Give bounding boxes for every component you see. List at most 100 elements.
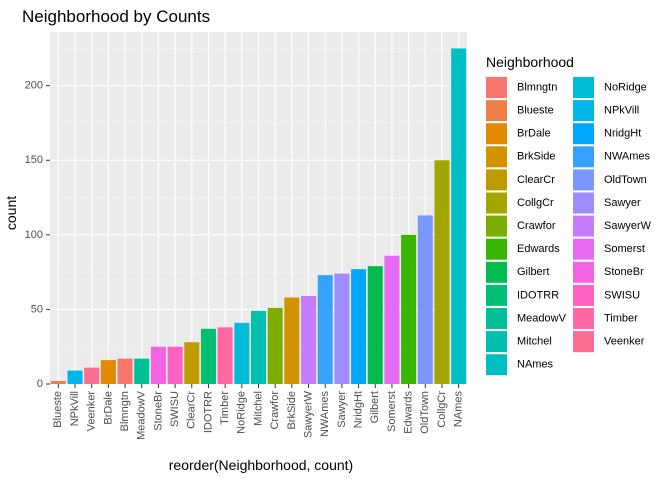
legend-label: BrDale <box>517 128 551 140</box>
legend-label: ClearCr <box>517 174 555 186</box>
x-tick-label: Sawyer <box>336 391 348 428</box>
legend-key-brkside <box>486 146 507 168</box>
chart-title: Neighborhood by Counts <box>22 7 210 26</box>
x-tick-label: Timber <box>219 391 231 425</box>
bar-somerst <box>384 255 400 384</box>
bar-swisu <box>167 346 183 384</box>
legend-label: Veenker <box>604 336 645 348</box>
x-tick-label: CollgCr <box>436 391 448 428</box>
legend-label: Blmngtn <box>517 81 557 93</box>
bar-mitchel <box>250 310 267 384</box>
legend-label: Sawyer <box>604 197 641 209</box>
bars <box>50 48 467 385</box>
x-tick-label: MeadowV <box>136 390 148 440</box>
legend-key-idotrr <box>486 284 507 306</box>
legend-label: CollgCr <box>517 197 554 209</box>
legend-label: StoneBr <box>604 266 644 278</box>
x-tick-label: NAmes <box>453 391 465 428</box>
bar-meadowv <box>134 358 150 384</box>
x-axis-title: reorder(Neighborhood, count) <box>169 457 353 473</box>
legend-label: SawyerW <box>604 220 652 232</box>
x-tick-label: NoRidge <box>236 391 248 434</box>
legend-key-meadowv <box>486 308 507 329</box>
bar-noridge <box>234 322 250 384</box>
legend-label: Timber <box>604 312 638 324</box>
bar-blmngtn <box>117 358 133 384</box>
x-tick-label: Mitchel <box>252 391 264 426</box>
legend-label: OldTown <box>604 174 647 186</box>
legend-label: NridgHt <box>604 128 641 140</box>
legend-key-noridge <box>573 77 594 98</box>
y-tick-label: 50 <box>31 303 43 315</box>
bar-edwards <box>401 234 417 384</box>
y-tick-label: 0 <box>37 378 43 390</box>
legend-label: MeadowV <box>517 312 567 324</box>
legend-key-mitchel <box>486 331 507 353</box>
bar-sawyerw <box>301 296 317 384</box>
bar-oldtown <box>417 215 433 384</box>
legend-label: NoRidge <box>604 81 647 93</box>
x-tick-label: IDOTRR <box>202 391 214 433</box>
bar-brdale <box>100 360 116 384</box>
bar-nwames <box>317 275 333 384</box>
x-tick-label: NPkVill <box>69 391 81 426</box>
bar-veenker <box>84 367 100 384</box>
bar-clearcr <box>184 342 200 384</box>
x-tick-label: Veenker <box>86 391 98 432</box>
legend-label: SWISU <box>604 289 640 301</box>
legend-label: Gilbert <box>517 266 549 278</box>
legend-key-gilbert <box>486 261 507 283</box>
legend-key-nridght <box>573 123 594 145</box>
bar-sawyer <box>334 273 350 384</box>
legend-label: Blueste <box>517 105 554 117</box>
legend-label: NWAmes <box>604 151 651 163</box>
bar-names <box>451 48 467 385</box>
legend-key-somerst <box>573 238 594 260</box>
legend-key-stonebr <box>573 261 594 283</box>
x-axis: Blueste NPkVill Veenker BrDale Blmngtn Meadow… <box>52 384 465 440</box>
legend-key-nwames <box>573 146 594 168</box>
x-tick-label: BrkSide <box>286 391 298 430</box>
legend-key-clearcr <box>486 169 507 191</box>
legend-key-brdale <box>486 123 507 145</box>
x-tick-label: ClearCr <box>186 391 198 429</box>
x-tick-label: Blueste <box>52 391 64 428</box>
legend-label: Somerst <box>604 243 645 255</box>
legend-label: Crawfor <box>517 220 556 232</box>
legend-key-blmngtn <box>486 77 507 98</box>
legend-label: Edwards <box>517 243 560 255</box>
legend-key-swisu <box>573 284 594 306</box>
bar-nridght <box>351 269 367 384</box>
x-tick-label: NWAmes <box>319 391 331 438</box>
legend-key-oldtown <box>573 169 594 191</box>
bar-blueste <box>50 381 66 384</box>
x-tick-label: NridgHt <box>352 391 364 428</box>
x-tick-label: Crawfor <box>269 391 281 430</box>
x-tick-label: Somerst <box>386 391 398 432</box>
bar-collgcr <box>434 160 450 384</box>
legend-key-npkvill <box>573 100 594 122</box>
legend-key-collgcr <box>486 192 507 214</box>
x-tick-label: Gilbert <box>369 391 381 423</box>
legend-key-names <box>486 354 507 376</box>
bar-timber <box>217 327 233 384</box>
bar-idotrr <box>200 328 216 384</box>
bar-brkside <box>284 297 300 384</box>
bar-npkvill <box>67 370 83 384</box>
y-tick-label: 150 <box>25 154 43 166</box>
bar-stonebr <box>150 346 166 384</box>
x-tick-label: SawyerW <box>302 390 314 438</box>
legend-key-veenker <box>573 331 594 353</box>
legend-key-blueste <box>486 100 507 122</box>
bar-crawfor <box>267 307 283 384</box>
legend-key-sawyerw <box>573 215 594 237</box>
legend-key-edwards <box>486 238 507 260</box>
legend-label: BrkSide <box>517 151 556 163</box>
x-tick-label: BrDale <box>102 391 114 425</box>
x-tick-label: StoneBr <box>152 391 164 431</box>
legend-key-timber <box>573 308 594 329</box>
bar-gilbert <box>367 266 383 384</box>
x-tick-label: Edwards <box>403 391 415 434</box>
x-tick-label: SWISU <box>169 391 181 427</box>
